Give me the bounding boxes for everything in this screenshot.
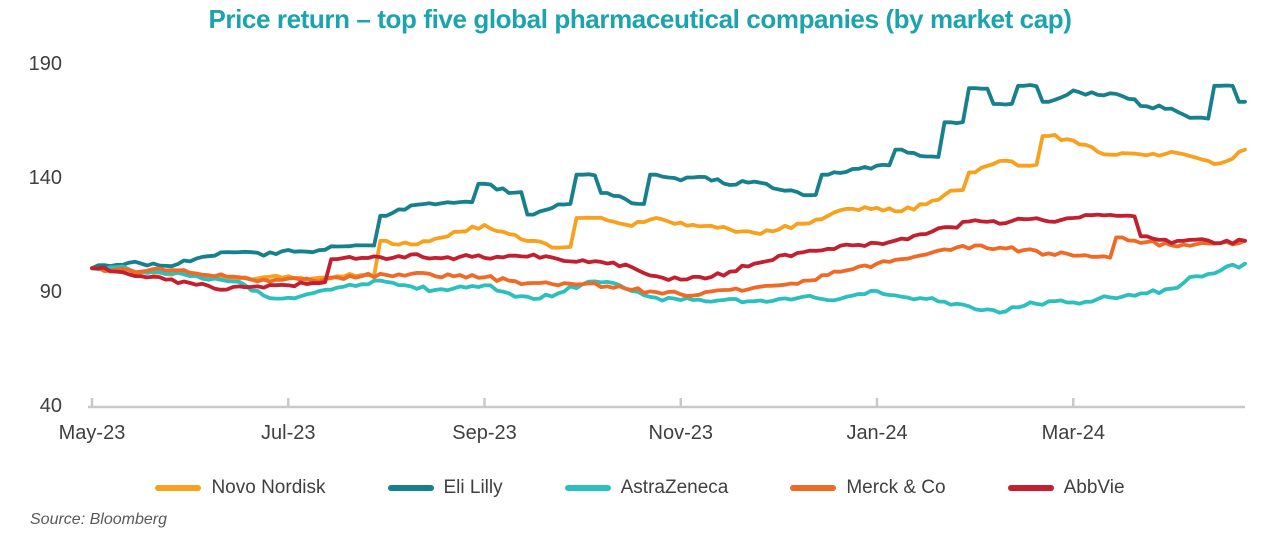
x-axis-tick-label: Nov-23 (649, 422, 713, 444)
legend-swatch-icon (564, 485, 611, 491)
x-axis-tick-label: Mar-24 (1042, 422, 1105, 444)
legend-label: AbbVie (1063, 477, 1125, 498)
x-axis-tick-label: Sep-23 (452, 422, 517, 444)
legend-swatch-icon (790, 485, 837, 491)
x-axis-tick-label: May-23 (59, 422, 126, 444)
series-line-abbvie (90, 212, 1247, 292)
chart-title: Price return – top five global pharmaceu… (208, 4, 1072, 34)
chart-legend: Novo Nordisk Eli Lilly AstraZeneca Merck & … (0, 477, 1280, 499)
legend-item-novo-nordisk: Novo Nordisk (155, 477, 326, 499)
y-axis-tick-label: 190 (29, 53, 62, 75)
y-axis-tick-label: 140 (29, 167, 62, 189)
legend-label: Novo Nordisk (211, 477, 326, 498)
legend-swatch-icon (387, 485, 434, 491)
y-axis-tick-label: 90 (40, 281, 62, 303)
legend-label: Merck & Co (846, 477, 946, 498)
series-line-novo-nordisk (90, 132, 1247, 283)
legend-swatch-icon (1007, 485, 1054, 491)
source-note: Source: Bloomberg (30, 511, 167, 528)
series-line-eli-lilly (90, 83, 1247, 271)
series-line-merck-co (90, 235, 1247, 298)
x-axis-tick-label: Jul-23 (261, 422, 315, 444)
x-axis-tick-label: Jan-24 (846, 422, 907, 444)
legend-label: Eli Lilly (443, 477, 503, 498)
y-axis-tick-label: 40 (40, 395, 62, 417)
legend-item-eli-lilly: Eli Lilly (387, 477, 503, 499)
line-chart: May-23 Jul-23 Sep-23 Nov-23 Jan-24 Mar-24 40 90… (29, 53, 1247, 444)
legend-item-astrazeneca: AstraZeneca (564, 477, 729, 499)
legend-item-abbvie: AbbVie (1007, 477, 1125, 499)
series-line-astrazeneca (90, 261, 1247, 315)
legend-swatch-icon (155, 485, 202, 491)
legend-label: AstraZeneca (620, 477, 729, 498)
legend-item-merck-co: Merck & Co (790, 477, 946, 499)
